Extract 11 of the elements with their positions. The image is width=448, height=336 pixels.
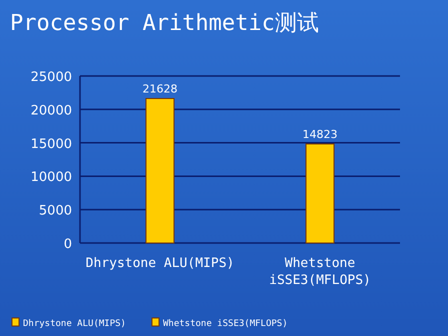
legend-label: Whetstone iSSE3(MFLOPS) xyxy=(163,319,288,329)
y-tick-label: 15000 xyxy=(30,136,72,152)
y-tick-label: 5000 xyxy=(38,204,72,219)
chart-title: Processor Arithmetic测试 xyxy=(10,11,319,36)
y-tick-label: 25000 xyxy=(30,70,72,85)
legend-label: Dhrystone ALU(MIPS) xyxy=(23,319,126,329)
data-label: 21628 xyxy=(142,82,178,96)
y-tick-label: 10000 xyxy=(30,170,72,186)
y-tick-label: 20000 xyxy=(30,103,72,118)
y-tick-label: 0 xyxy=(64,237,72,252)
data-label: 14823 xyxy=(302,128,338,141)
